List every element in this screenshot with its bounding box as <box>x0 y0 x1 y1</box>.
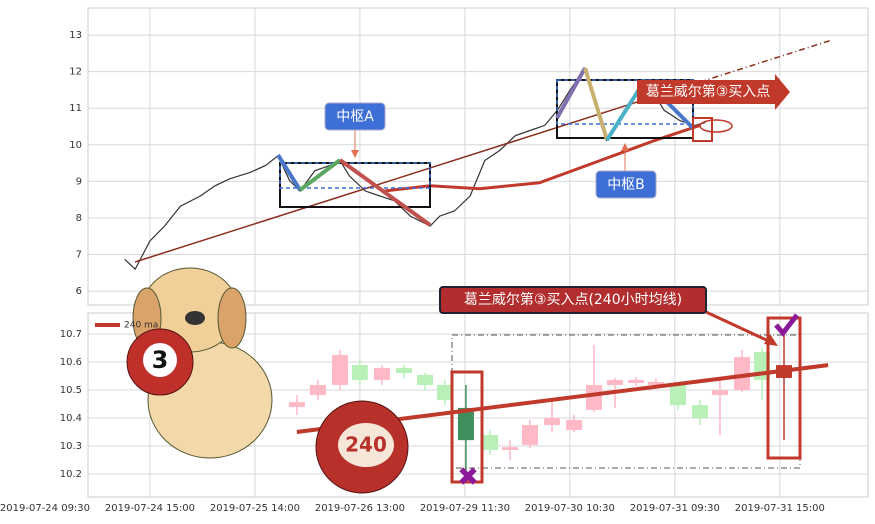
zigzag <box>276 153 302 192</box>
y-tick-label: 10.5 <box>60 385 82 396</box>
candle-body <box>351 365 368 380</box>
y-tick-label: 10.3 <box>60 441 82 452</box>
label-box <box>324 102 386 131</box>
highlight-box <box>766 316 802 460</box>
candle-body <box>711 390 728 396</box>
pointer-head <box>351 150 359 158</box>
trend-extension <box>699 39 833 83</box>
y-tick-label: 10.4 <box>60 413 82 424</box>
y-tick-label: 6 <box>76 286 82 297</box>
top-plot <box>87 7 869 306</box>
trend-line <box>134 81 701 263</box>
annotation: 葛兰威尔第③买入点 <box>646 83 771 100</box>
y-tick-label: 12 <box>69 67 82 78</box>
ball-label-bg <box>338 423 394 467</box>
x-tick-label: 2019-07-30 10:30 <box>525 503 615 514</box>
ball-label-bg <box>143 343 177 377</box>
bottom-decor: ✖ 葛兰威尔第③买入点(240小时均线) 3 240 240 ma <box>95 267 802 494</box>
buy-marker <box>692 117 713 142</box>
check-icon <box>774 313 799 337</box>
y-tick-label: 9 <box>76 176 82 187</box>
range-box <box>451 334 801 469</box>
y-tick-label: 10.2 <box>60 469 82 480</box>
candle-body <box>502 447 519 450</box>
zone-a-inner <box>279 162 431 189</box>
cross-icon: ✖ <box>457 463 479 493</box>
highlight-box <box>450 370 484 484</box>
x-tick-label: 2019-07-25 14:00 <box>210 503 300 514</box>
buy-marker <box>699 119 733 133</box>
zigzag <box>298 158 342 192</box>
candle-body <box>627 379 644 384</box>
zigzag <box>555 67 587 119</box>
candle-body <box>373 367 390 380</box>
pointer-head <box>764 334 778 346</box>
candle-body <box>457 407 474 441</box>
candle-body <box>586 384 603 410</box>
ball-label: 240 <box>345 433 387 457</box>
x-tick-label: 2019-07-31 09:30 <box>630 503 720 514</box>
candle-body <box>647 381 664 385</box>
y-tick-label: 11 <box>69 103 82 114</box>
candle-body <box>416 374 433 385</box>
annotation: 葛兰威尔第③买入点(240小时均线) <box>464 291 682 308</box>
candle-body <box>566 419 583 431</box>
candle-body <box>669 384 686 406</box>
dog-ear <box>217 287 247 349</box>
y-tick-label: 10.7 <box>60 329 82 340</box>
pointer-head <box>621 143 629 151</box>
candle-body <box>606 379 623 385</box>
x-tick-label: 2019-07-29 11:30 <box>420 503 510 514</box>
candle-body <box>521 425 538 445</box>
candle-body <box>692 405 709 419</box>
y-tick-label: 10 <box>69 140 82 151</box>
y-tick-label: 7 <box>76 250 82 261</box>
y-tick-label: 10.6 <box>60 357 82 368</box>
x-tick-label: 2019-07-24 15:00 <box>105 503 195 514</box>
label-box <box>595 170 657 199</box>
candle-body <box>436 384 453 401</box>
candle-body <box>544 418 561 426</box>
x-tick-label: 2019-07-24 09:30 <box>0 503 90 514</box>
top-decor: 中枢A 中枢B 葛兰威尔第③买入点 <box>134 39 833 263</box>
banner <box>637 74 790 110</box>
x-tick-label: 2019-07-26 13:00 <box>315 503 405 514</box>
pointer <box>705 310 776 346</box>
banner <box>439 286 707 314</box>
ball-label: 3 <box>152 346 169 374</box>
y-tick-label: 13 <box>69 30 82 41</box>
candle-body <box>331 355 348 385</box>
y-tick-label: 8 <box>76 213 82 224</box>
candle-body <box>482 435 499 450</box>
zigzag <box>338 158 432 227</box>
candle-body <box>309 384 326 396</box>
zigzag <box>583 67 609 141</box>
annotation: 中枢A <box>336 109 374 125</box>
dog-nose <box>185 311 205 325</box>
candle-body <box>734 356 751 391</box>
annotation: 中枢B <box>607 177 645 193</box>
legend-label: 240 ma <box>124 321 158 331</box>
candle-body <box>288 402 305 408</box>
candle-body <box>395 367 412 373</box>
x-tick-label: 2019-07-31 15:00 <box>735 503 825 514</box>
